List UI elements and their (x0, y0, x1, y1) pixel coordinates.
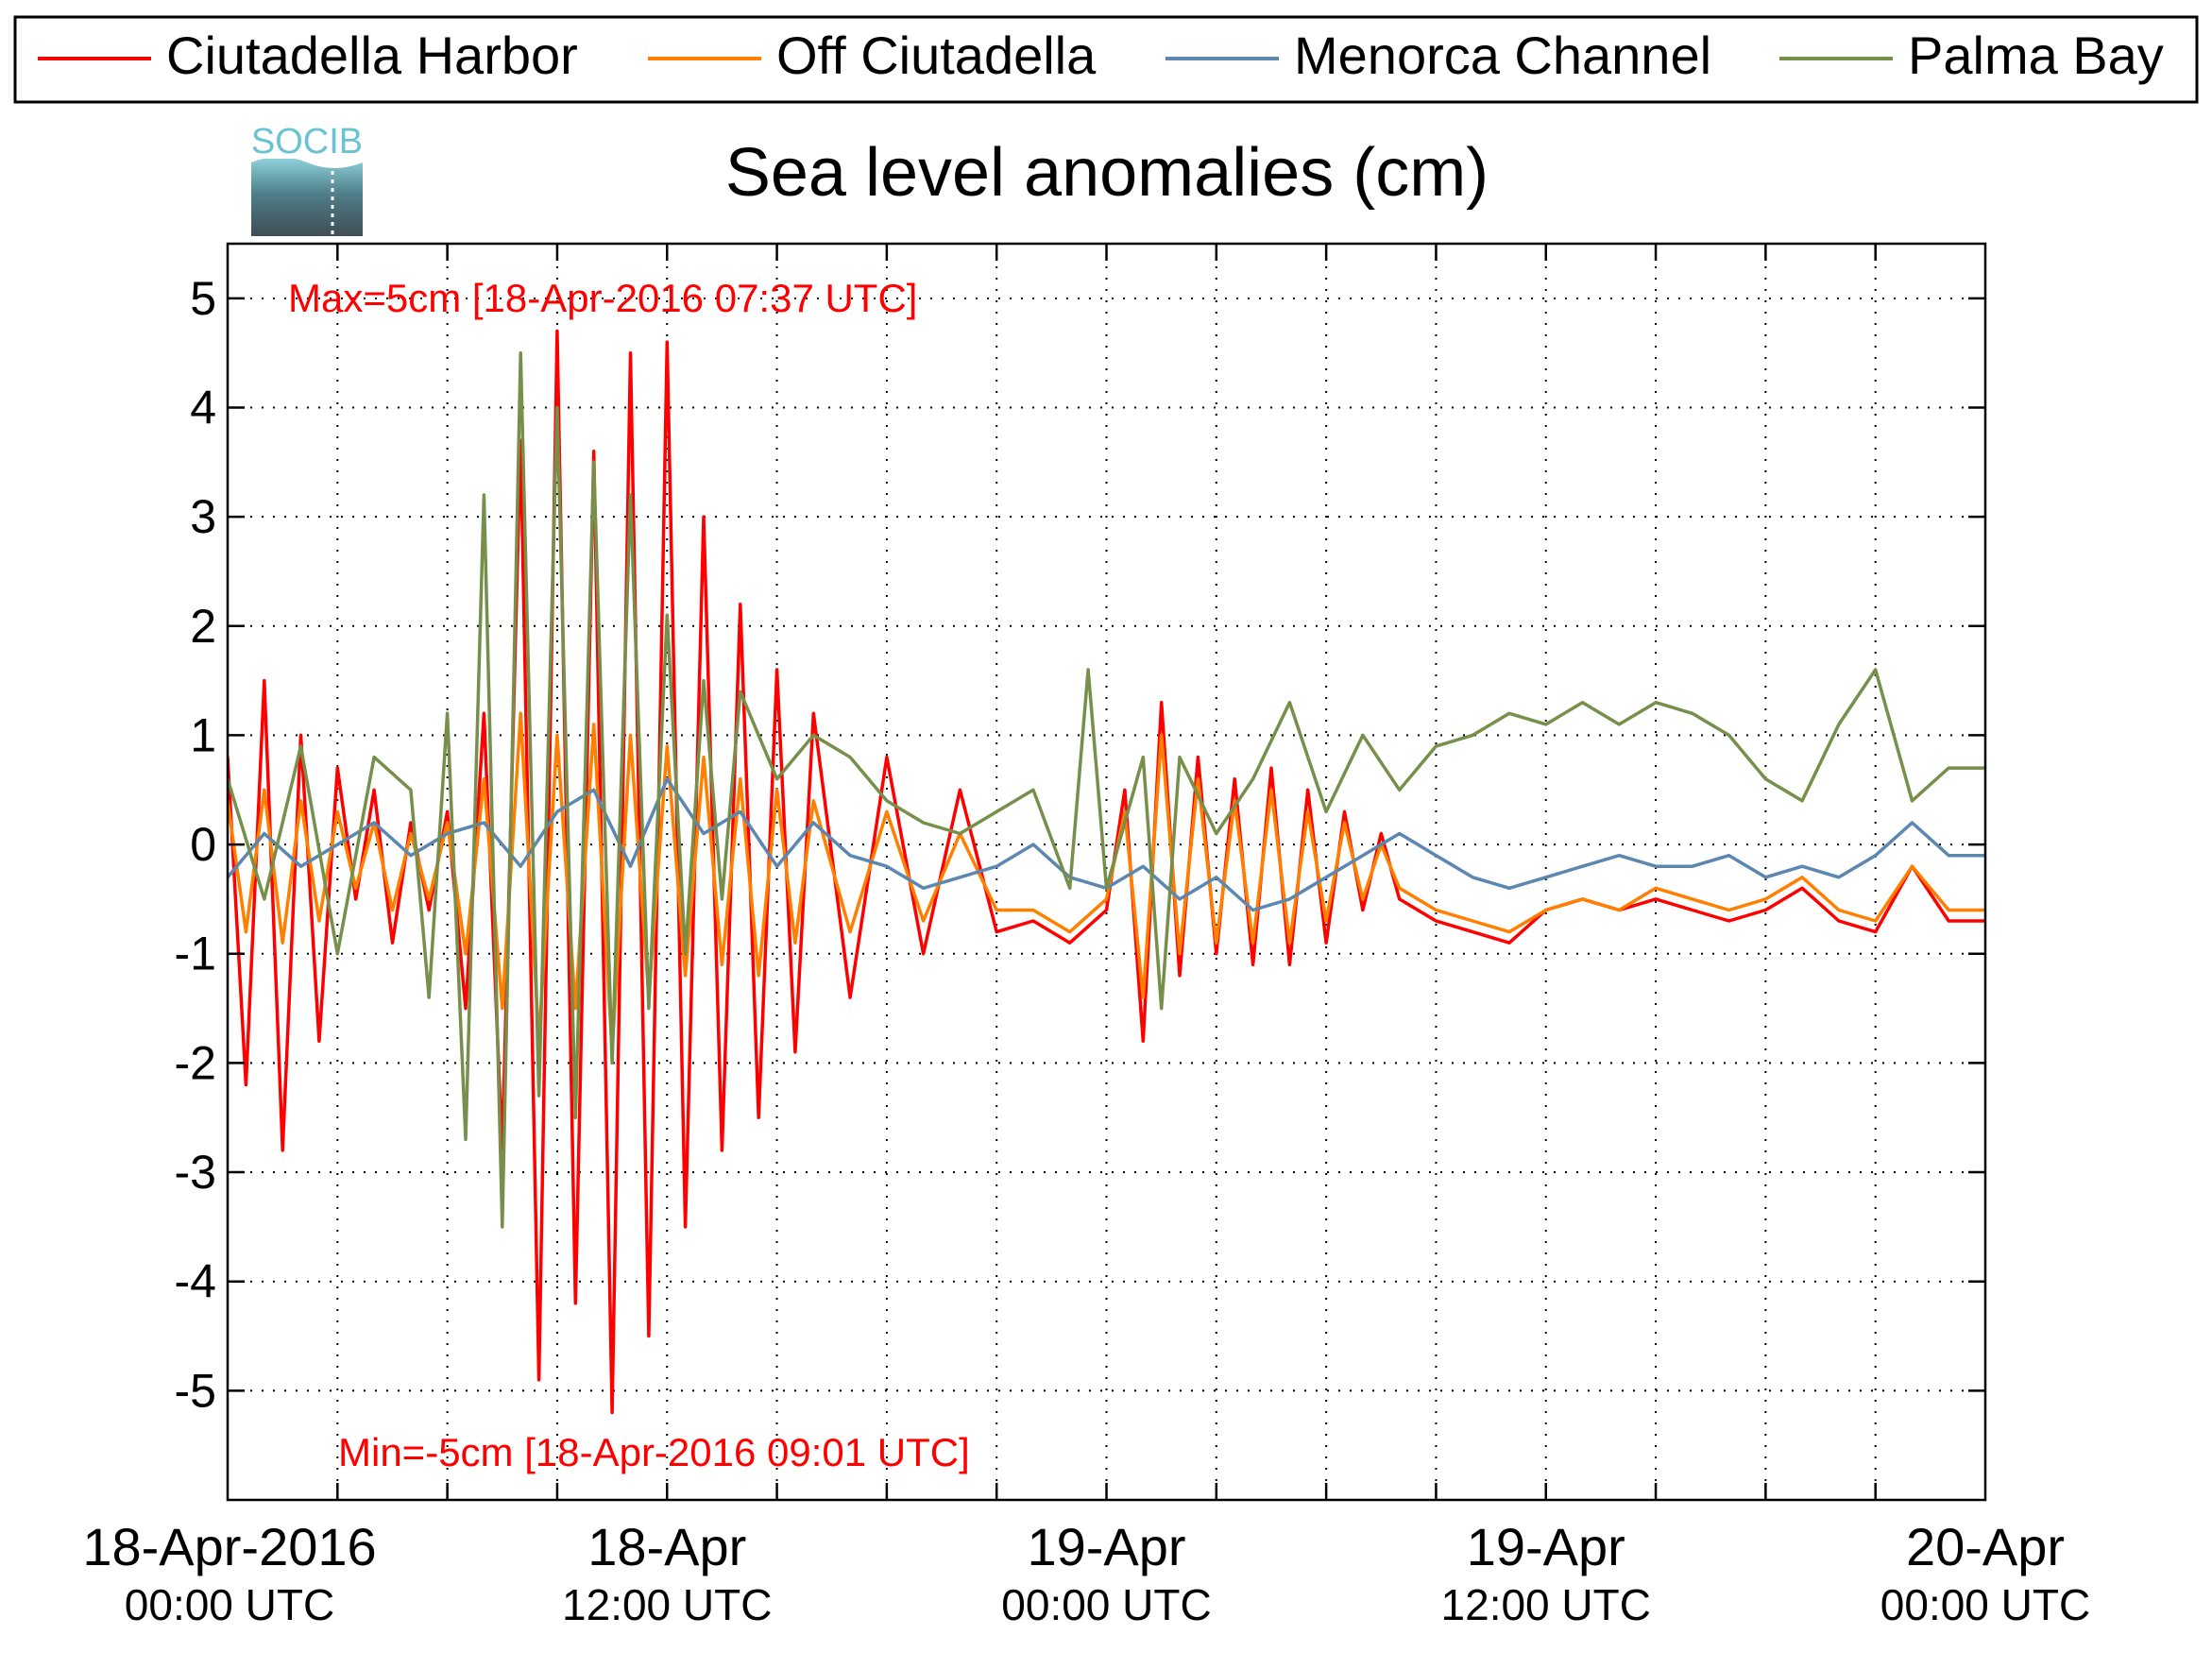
legend-label-2: Menorca Channel (1294, 26, 1711, 85)
series-line-0 (228, 329, 1985, 1415)
series-line-2 (228, 776, 1985, 912)
legend-label-1: Off Ciutadella (776, 26, 1097, 85)
series-lines (228, 329, 1985, 1415)
xtick-date-1: 18-Apr (587, 1517, 746, 1576)
legend-label-3: Palma Bay (1908, 26, 2164, 85)
ytick-label-3: 2 (190, 600, 216, 653)
xtick-time-2: 00:00 UTC (1001, 1580, 1211, 1629)
chart-title: Sea level anomalies (cm) (725, 135, 1489, 211)
ytick-label-9: -4 (175, 1255, 216, 1308)
xtick-time-0: 00:00 UTC (125, 1580, 334, 1629)
ytick-label-10: -5 (175, 1364, 216, 1417)
series-line-1 (228, 711, 1985, 1054)
xtick-date-2: 19-Apr (1027, 1517, 1185, 1576)
ytick-label-4: 1 (190, 708, 216, 761)
axis-ticks (228, 244, 1985, 1500)
xtick-date-0: 18-Apr-2016 (82, 1517, 376, 1576)
ytick-label-5: 0 (190, 818, 216, 871)
legend-label-0: Ciutadella Harbor (166, 26, 578, 85)
series-line-3 (228, 350, 1985, 1229)
xtick-time-4: 00:00 UTC (1880, 1580, 2090, 1629)
logo-text: SOCIB (251, 122, 363, 162)
xtick-date-3: 19-Apr (1467, 1517, 1625, 1576)
ytick-label-2: 3 (190, 490, 216, 543)
xtick-date-4: 20-Apr (1906, 1517, 2065, 1576)
ytick-label-6: -1 (175, 928, 216, 980)
legend: Ciutadella Harbor Off Ciutadella Menorca C… (38, 26, 2164, 85)
ytick-label-7: -2 (175, 1036, 216, 1089)
max-annotation: Max=5cm [18-Apr-2016 07:37 UTC] (288, 276, 917, 320)
y-axis-labels: 5 4 3 2 1 0 -1 -2 -3 -4 -5 (175, 272, 216, 1418)
ytick-label-8: -3 (175, 1146, 216, 1199)
min-annotation: Min=-5cm [18-Apr-2016 09:01 UTC] (338, 1430, 970, 1474)
ytick-label-0: 5 (190, 272, 216, 325)
ytick-label-1: 4 (190, 381, 216, 434)
xtick-time-1: 12:00 UTC (562, 1580, 772, 1629)
socib-logo: SOCIB (251, 122, 363, 236)
xtick-time-3: 12:00 UTC (1441, 1580, 1651, 1629)
